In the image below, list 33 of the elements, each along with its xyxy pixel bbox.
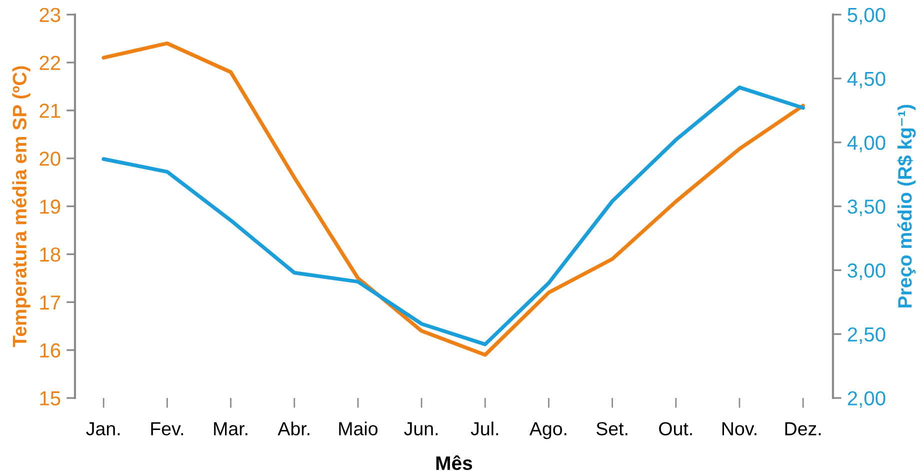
x-tick-label: Ago. (529, 422, 566, 440)
x-tick-label: Dez. (785, 422, 821, 436)
y2-axis-title: Preço médio (R$ kg⁻¹) (897, 104, 916, 308)
y-tick-label: 15 (40, 391, 60, 406)
x-tick-label: Abr. (278, 422, 310, 436)
y2-tick-label: 4,50 (847, 72, 886, 88)
x-tick-label: Fev. (151, 422, 184, 436)
y2-tick-label: 2,50 (848, 327, 886, 344)
x-tick-label: Set. (596, 422, 628, 436)
y2-tick-label: 3,00 (848, 263, 886, 280)
y-tick-label: 17 (40, 296, 60, 310)
x-tick-label: Jan. (86, 422, 120, 436)
y-tick-label: 23 (40, 8, 60, 22)
x-tick-label: Maio (339, 422, 378, 436)
y2-tick-label: 3,50 (848, 200, 886, 216)
x-tick-label: Mar. (214, 422, 248, 436)
line-series (102, 86, 805, 346)
y-tick-label: 20 (40, 152, 60, 166)
y-tick-label: 19 (40, 200, 60, 214)
line-series (102, 41, 805, 357)
y2-tick-label: 4,00 (847, 136, 886, 152)
x-tick-label: Jul. (470, 422, 498, 436)
x-tick-label: Out. (659, 422, 692, 436)
y-axis-title: Temperatura média em SP (ºC) (12, 66, 30, 348)
x-tick-label: Nov. (722, 422, 756, 436)
x-axis-title: Mês (436, 455, 472, 470)
y-tick-label: 18 (40, 247, 60, 262)
y2-tick-label: 2,00 (848, 391, 886, 408)
y2-tick-label: 5,00 (848, 8, 886, 24)
y-tick-label: 16 (40, 343, 60, 358)
x-tick-label: Jun. (404, 422, 438, 436)
y-tick-label: 21 (40, 104, 60, 118)
y-tick-label: 22 (40, 56, 60, 70)
